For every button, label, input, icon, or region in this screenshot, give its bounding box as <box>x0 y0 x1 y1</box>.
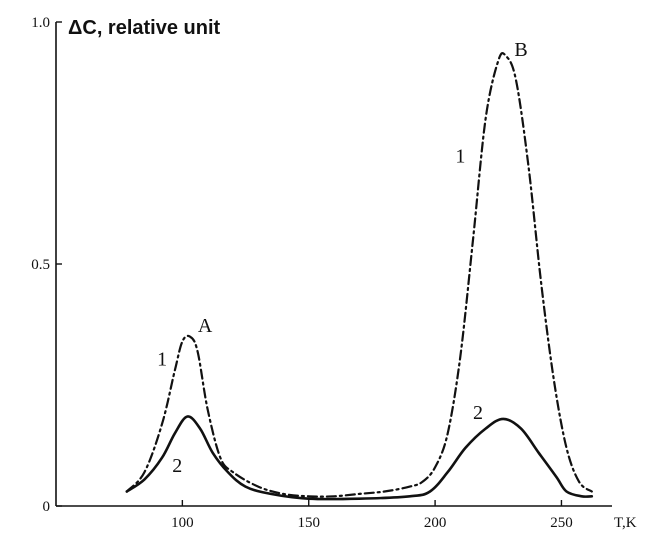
series-group <box>125 52 594 501</box>
annotations-group: A 1 2 B 1 2 <box>157 39 528 477</box>
annotation-label: 1 <box>157 349 167 371</box>
axes <box>55 22 612 507</box>
annotation-label: 2 <box>473 402 483 424</box>
ticks: 100 150 200 250 0 0.5 1.0 <box>31 15 572 531</box>
x-tick-label: 150 <box>297 515 320 531</box>
annotation-label: 1 <box>455 145 465 167</box>
series-1-line <box>125 52 593 498</box>
annotation-label: 2 <box>172 455 182 477</box>
x-axis-label: T,K <box>614 515 637 531</box>
y-tick-label: 1.0 <box>31 15 50 31</box>
y-tick-label: 0 <box>43 499 51 515</box>
annotation-label: A <box>198 315 213 337</box>
x-tick-label: 200 <box>424 515 447 531</box>
annotation-label: B <box>514 39 527 61</box>
y-tick-label: 0.5 <box>31 257 50 273</box>
y-axis-label: ΔC, relative unit <box>68 17 221 39</box>
x-tick-label: 100 <box>171 515 194 531</box>
series-2-line <box>125 415 594 501</box>
x-tick-label: 250 <box>550 515 573 531</box>
